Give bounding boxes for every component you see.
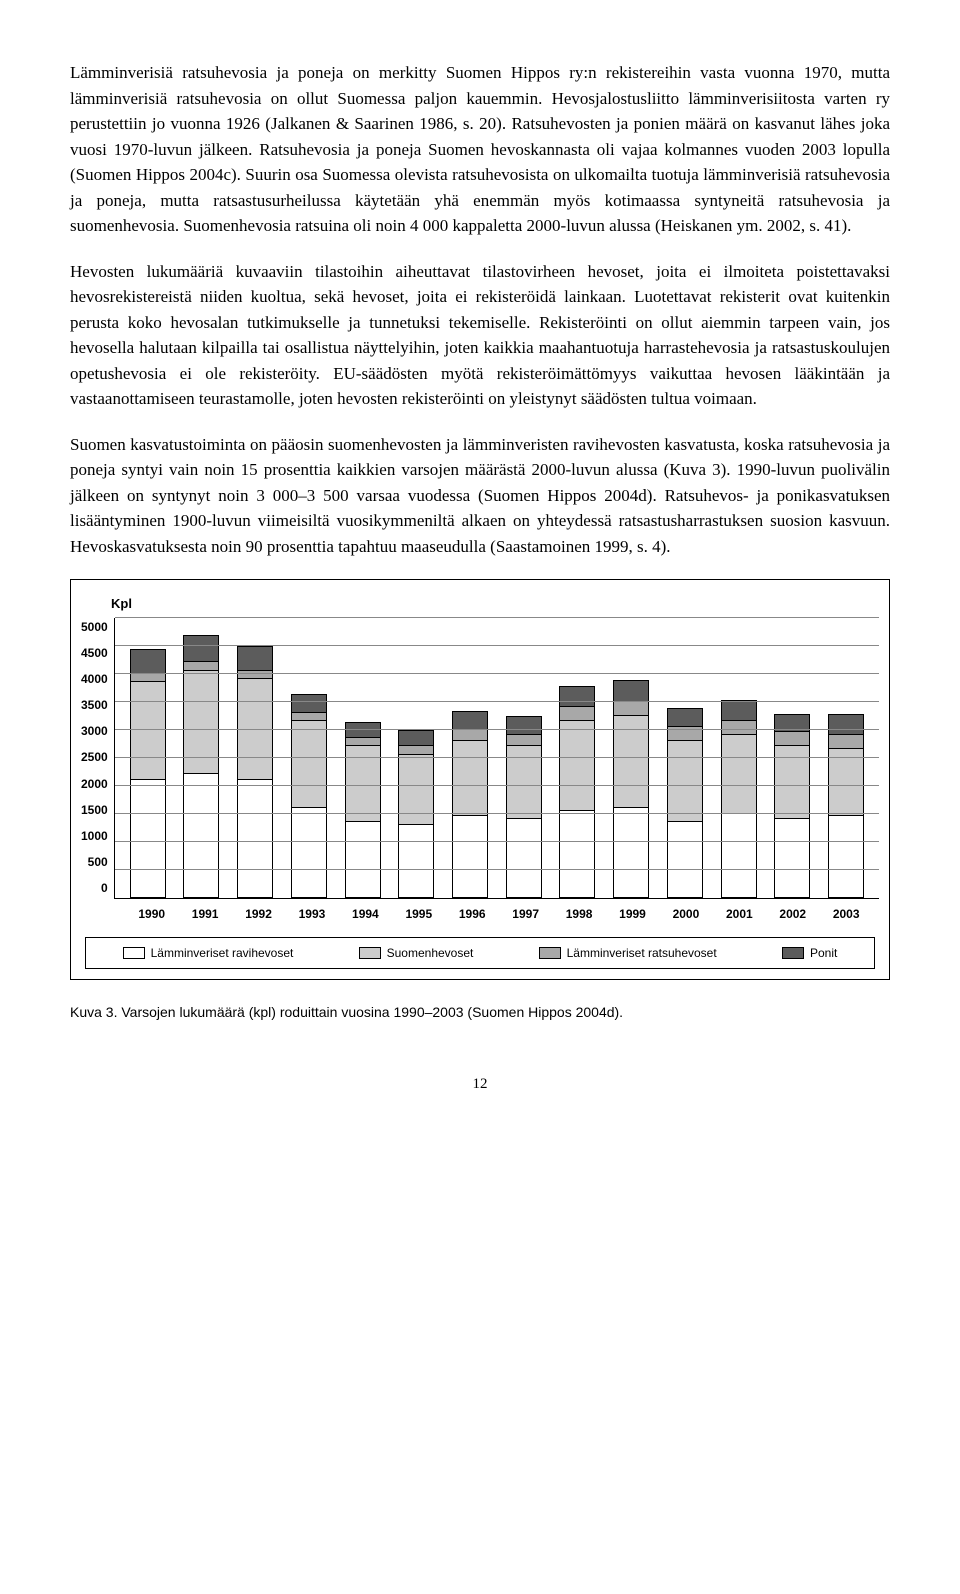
bar xyxy=(130,649,166,897)
bar xyxy=(506,716,542,897)
page-number: 12 xyxy=(70,1073,890,1096)
bar xyxy=(183,635,219,897)
paragraph-3: Suomen kasvatustoiminta on pääosin suome… xyxy=(70,432,890,560)
bar xyxy=(291,694,327,898)
bar xyxy=(828,714,864,898)
legend-ponit: Ponit xyxy=(782,944,837,962)
bar xyxy=(559,686,595,898)
bar xyxy=(774,714,810,898)
y-axis: 5000450040003500300025002000150010005000 xyxy=(81,618,114,898)
legend-label: Ponit xyxy=(810,944,837,962)
bar xyxy=(237,646,273,897)
legend-ratsu: Lämminveriset ratsuhevoset xyxy=(539,944,717,962)
bar xyxy=(345,722,381,898)
paragraph-2: Hevosten lukumääriä kuvaaviin tilastoihi… xyxy=(70,259,890,412)
legend-label: Suomenhevoset xyxy=(387,944,474,962)
paragraph-1: Lämminverisiä ratsuhevosia ja poneja on … xyxy=(70,60,890,239)
legend-label: Lämminveriset ratsuhevoset xyxy=(567,944,717,962)
figure-caption: Kuva 3. Varsojen lukumäärä (kpl) roduitt… xyxy=(70,1002,890,1023)
legend-label: Lämminveriset ravihevoset xyxy=(151,944,294,962)
bar xyxy=(613,680,649,898)
chart-legend: Lämminveriset ravihevoset Suomenhevoset … xyxy=(85,937,875,969)
legend-ravi: Lämminveriset ravihevoset xyxy=(123,944,294,962)
legend-suomen: Suomenhevoset xyxy=(359,944,474,962)
foal-count-chart: Kpl 500045004000350030002500200015001000… xyxy=(70,579,890,980)
y-axis-label: Kpl xyxy=(111,594,879,614)
x-axis: 1990199119921993199419951996199719981999… xyxy=(81,899,879,923)
bar xyxy=(398,730,434,897)
chart-plot xyxy=(114,618,879,899)
